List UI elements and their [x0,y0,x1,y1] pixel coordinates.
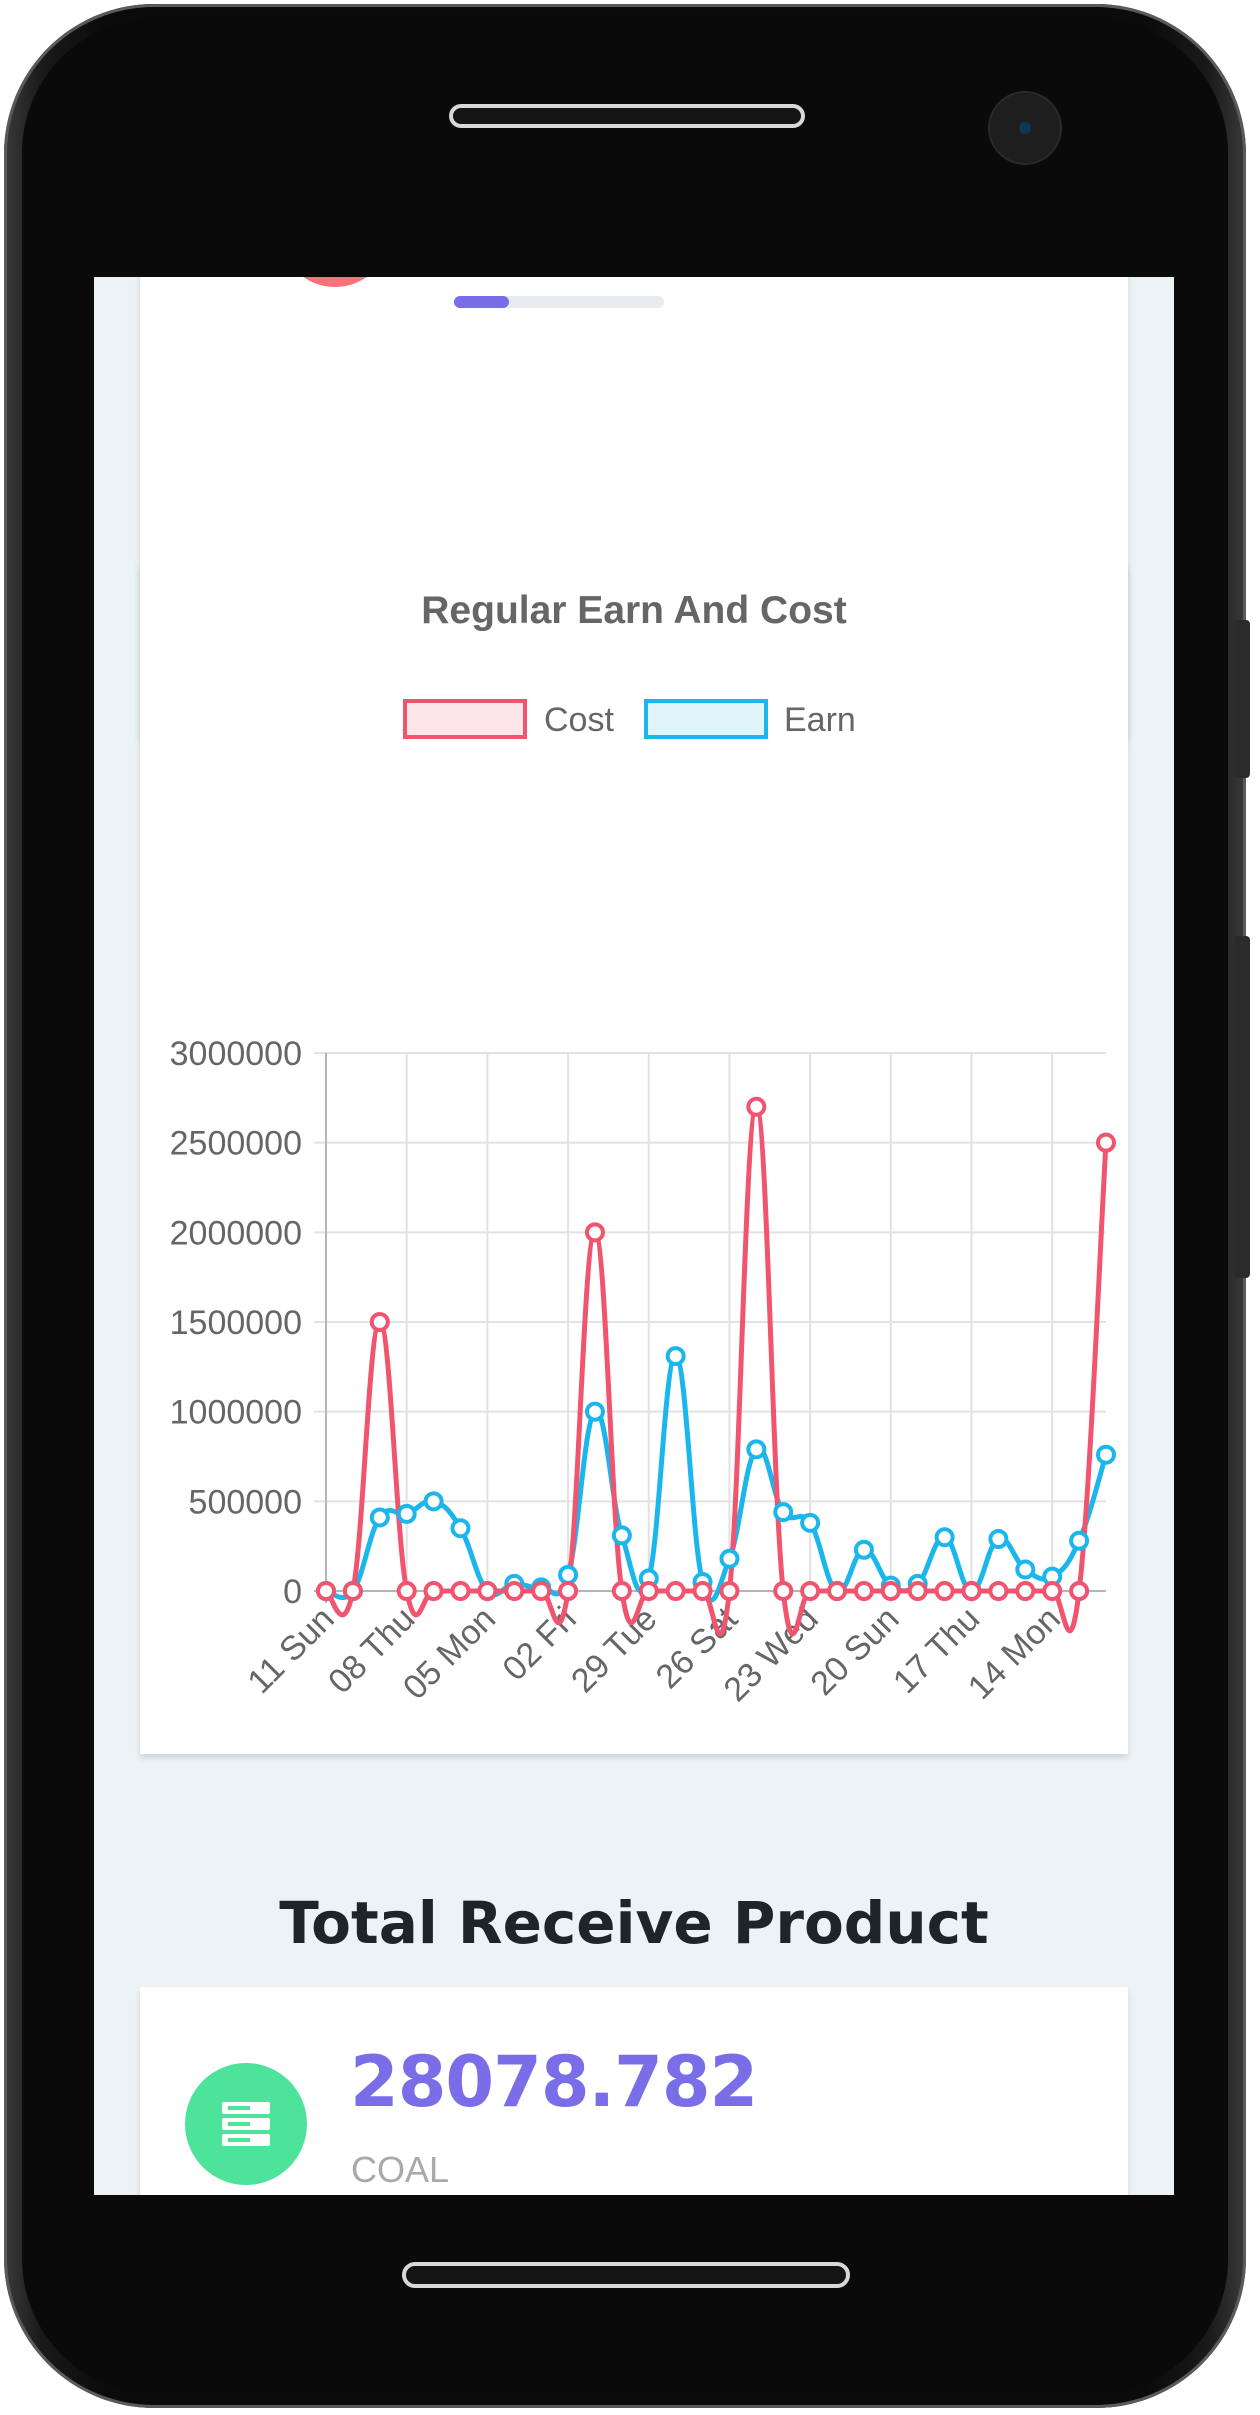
data-point-earn[interactable] [800,1512,821,1533]
data-point-cost[interactable] [369,1312,390,1332]
data-point-cost[interactable] [934,1581,955,1601]
receive-product-value: 28078.782 [350,2041,758,2123]
legend-label-cost: Cost [544,701,614,739]
data-point-earn[interactable] [369,1507,390,1528]
earn-cost-chart: Regular Earn And Cost Cost Earn 0 500000 1… [170,589,1116,1709]
progress-bar-fill [454,296,509,308]
power-button [1234,936,1250,1278]
data-point-cost[interactable] [1069,1581,1090,1601]
data-point-cost[interactable] [827,1581,848,1601]
data-point-earn[interactable] [1069,1530,1090,1551]
series-line-earn [325,1353,1109,1603]
data-point-cost[interactable] [558,1581,579,1601]
data-point-cost[interactable] [531,1581,552,1601]
earpiece-speaker [449,104,805,128]
data-point-cost[interactable] [719,1581,740,1601]
y-axis-ticks: 0 500000 1000000 1500000 2000000 2500000 30000… [170,1035,302,1611]
x-tick-label: 20 Sun [803,1600,906,1703]
data-point-earn[interactable] [988,1528,1009,1549]
legend-swatch-earn [644,699,768,739]
data-point-cost[interactable] [746,1096,767,1117]
data-point-cost[interactable] [853,1581,874,1601]
receive-product-card[interactable]: 28078.782 COAL [140,1987,1128,2195]
legend-item-cost[interactable]: Cost [403,699,614,739]
data-point-cost[interactable] [880,1581,901,1601]
chart-title: Regular Earn And Cost [421,589,846,632]
data-point-cost[interactable] [1096,1132,1116,1153]
y-tick-label: 2500000 [170,1125,302,1163]
phone-frame: Regular Earn And Cost Cost Earn 0 500000 1… [4,4,1250,2408]
chart-series-lines [323,1104,1109,1637]
data-point-cost[interactable] [961,1581,982,1601]
data-point-earn[interactable] [558,1564,579,1585]
data-point-cost[interactable] [907,1581,928,1601]
data-point-earn[interactable] [1015,1559,1036,1580]
data-point-cost[interactable] [450,1581,471,1601]
y-tick-label: 1000000 [170,1394,302,1432]
receive-product-label: COAL [351,2149,450,2190]
earn-cost-chart-card: Regular Earn And Cost Cost Earn 0 500000 1… [140,564,1128,1754]
data-point-cost[interactable] [611,1581,632,1601]
x-tick-label: 14 Mon [961,1600,1068,1707]
data-point-cost[interactable] [342,1581,363,1601]
home-indicator [402,2262,850,2288]
x-tick-label: 29 Tue [564,1600,664,1700]
x-tick-label: 05 Mon [396,1600,503,1707]
app-screen: Regular Earn And Cost Cost Earn 0 500000 1… [94,277,1174,2195]
x-tick-label: 11 Sun [240,1600,341,1701]
data-point-earn[interactable] [934,1527,955,1548]
data-point-cost[interactable] [988,1581,1009,1601]
data-point-cost[interactable] [692,1581,713,1601]
data-point-earn[interactable] [423,1491,444,1512]
legend-label-earn: Earn [784,701,856,739]
data-point-earn[interactable] [665,1346,686,1367]
data-point-cost[interactable] [316,1581,336,1601]
data-point-cost[interactable] [396,1581,417,1601]
data-point-cost[interactable] [1015,1581,1036,1601]
data-point-earn[interactable] [396,1503,417,1524]
y-tick-label: 500000 [189,1483,302,1521]
legend-swatch-cost [403,699,527,739]
data-point-earn[interactable] [584,1401,605,1422]
data-point-cost[interactable] [665,1581,686,1601]
chart-grid [314,1052,1106,1603]
y-tick-label: 0 [283,1573,302,1611]
data-point-earn[interactable] [746,1439,767,1460]
front-camera [990,93,1060,163]
data-point-earn[interactable] [611,1525,632,1546]
data-point-earn[interactable] [773,1502,794,1523]
server-stack-icon [185,2063,307,2185]
data-point-cost[interactable] [584,1222,605,1243]
y-tick-label: 1500000 [170,1304,302,1342]
status-avatar [280,277,390,287]
data-point-cost[interactable] [773,1581,794,1601]
y-tick-label: 3000000 [170,1035,302,1073]
y-tick-label: 2000000 [170,1214,302,1252]
section-title-total-receive: Total Receive Product [279,1889,989,1957]
data-point-earn[interactable] [853,1539,874,1560]
data-point-earn[interactable] [450,1518,471,1539]
chart-legend: Cost Earn [403,699,856,739]
data-point-cost[interactable] [638,1581,659,1601]
legend-item-earn[interactable]: Earn [644,699,856,739]
data-point-cost[interactable] [423,1581,444,1601]
data-point-cost[interactable] [504,1581,525,1601]
volume-button [1234,620,1250,778]
data-point-earn[interactable] [1096,1444,1116,1465]
data-point-cost[interactable] [800,1581,821,1601]
progress-bar [454,296,664,308]
chart-series-points [316,1096,1116,1601]
data-point-cost[interactable] [477,1581,498,1601]
data-point-earn[interactable] [719,1548,740,1569]
data-point-cost[interactable] [1042,1581,1063,1601]
